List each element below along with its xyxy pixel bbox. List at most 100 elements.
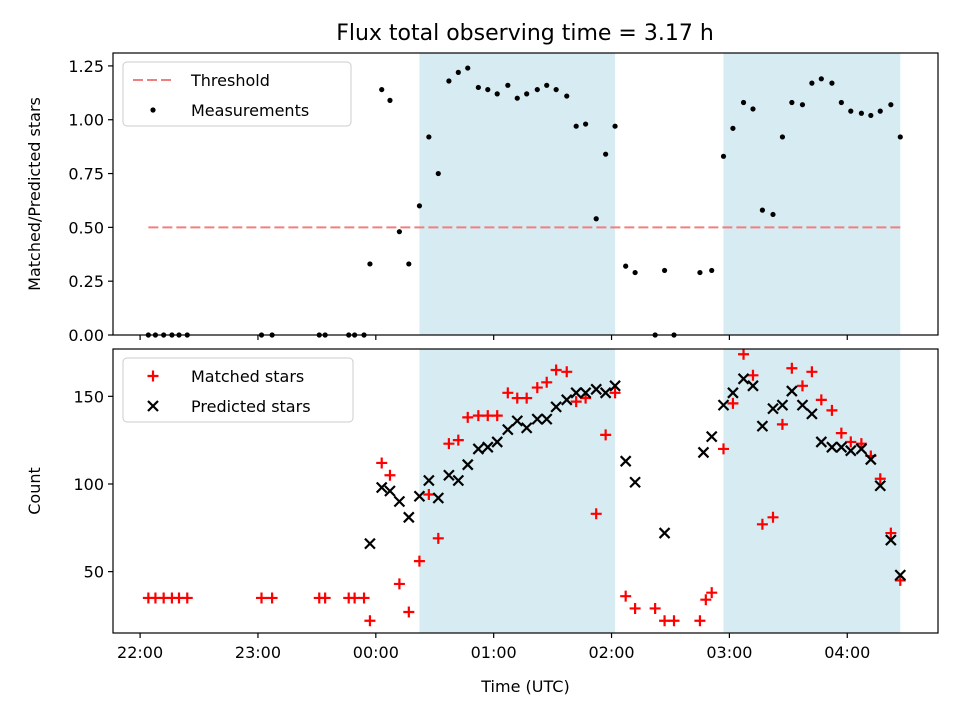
bottom-series-0-point-21: [443, 438, 455, 450]
bottom-series-0-point-12: [358, 592, 370, 604]
bottom-series-0-point-60: [845, 436, 857, 448]
bottom-series-1-point-13: [491, 436, 503, 448]
bottom-series-0-point-43: [668, 615, 680, 627]
top-axes-frame: [112, 52, 939, 336]
bottom-shaded-interval-1: [723, 349, 901, 633]
top-series-0-point-52: [779, 134, 786, 140]
top-shaded-interval-0: [419, 53, 616, 335]
bottom-series-0-point-37: [600, 429, 612, 441]
top-series-0-point-62: [877, 108, 883, 114]
bottom-legend-box: [122, 357, 354, 423]
top-series-0-point-45: [709, 267, 715, 274]
bottom-xtick-label-0: 22:00: [117, 643, 163, 662]
bottom-series-0-point-50: [747, 369, 759, 381]
bottom-series-1-point-46: [865, 453, 877, 466]
top-series-0-point-29: [524, 91, 530, 97]
bottom-series-1-point-24: [599, 387, 612, 399]
bottom-series-1-point-0: [364, 537, 376, 550]
top-series-0-point-17: [406, 261, 412, 267]
top-series-0-point-25: [485, 86, 491, 93]
top-series-0-point-33: [564, 93, 570, 99]
top-series-0-point-13: [367, 261, 373, 267]
top-series-0-point-60: [858, 110, 864, 116]
bottom-series-1-point-41: [815, 436, 828, 448]
top-series-0-point-30: [534, 86, 540, 93]
bottom-series-0-point-55: [796, 380, 808, 392]
bottom-series-0-point-45: [700, 594, 712, 606]
bottom-series-1-point-28: [658, 527, 671, 539]
top-series-0-point-56: [818, 76, 824, 82]
top-series-0-point-51: [770, 211, 776, 218]
bottom-series-1-point-5: [413, 490, 426, 503]
bottom-series-1-point-18: [540, 413, 553, 425]
bottom-series-0-point-48: [727, 397, 739, 409]
bottom-series-0-point-59: [835, 427, 847, 439]
bottom-series-0-point-34: [570, 396, 582, 408]
bottom-series-1-point-16: [520, 422, 533, 434]
top-series-0-point-40: [632, 269, 638, 276]
top-series-0-point-36: [593, 216, 599, 222]
bottom-series-0-point-54: [786, 362, 798, 374]
top-series-0-point-24: [475, 84, 481, 91]
top-series-0-point-35: [583, 121, 589, 127]
bottom-series-0-point-33: [561, 366, 573, 378]
bottom-series-1-point-43: [835, 441, 848, 453]
bottom-panel-counts: 50 100 150 22:00 23:00 00:00 01:00 02:00 03:00 04…: [25, 348, 939, 696]
top-series-0-point-64: [897, 134, 903, 140]
bottom-series-0-point-11: [349, 592, 361, 604]
bottom-ytick-label-0: 50: [84, 563, 104, 582]
bottom-series-1-point-14: [502, 423, 514, 436]
bottom-series-0-point-41: [649, 602, 661, 614]
bottom-series-0-point-26: [491, 410, 503, 422]
bottom-series-1-point-4: [403, 511, 415, 524]
bottom-series-0-point-31: [541, 376, 553, 388]
bottom-series-0-point-61: [855, 438, 867, 450]
bottom-series-0-point-51: [756, 518, 768, 530]
bottom-series-1-point-33: [737, 373, 750, 385]
bottom-series-0-point-20: [432, 532, 444, 544]
top-ytick-label-5: 1.25: [68, 57, 104, 76]
bottom-series-1-point-40: [806, 408, 818, 420]
bottom-series-0-point-6: [256, 592, 267, 604]
bottom-series-0-point-58: [826, 404, 838, 416]
bottom-series-0-point-25: [482, 410, 494, 422]
bottom-series-0-point-15: [384, 469, 396, 481]
bottom-series-1-point-22: [579, 387, 592, 399]
bottom-series-1-point-17: [531, 413, 544, 425]
bottom-series-0-point-16: [393, 578, 405, 590]
top-ytick-label-4: 1.00: [68, 111, 104, 130]
bottom-series-0-point-63: [874, 473, 886, 485]
bottom-series-1-point-47: [874, 479, 887, 492]
bottom-series-0-point-30: [531, 382, 543, 394]
bottom-legend: Matched stars Predicted stars: [122, 357, 354, 423]
top-series-0-point-14: [379, 86, 385, 93]
bottom-series-0-point-13: [364, 615, 376, 627]
top-series-0-point-38: [612, 123, 618, 129]
bottom-series-1-point-7: [432, 492, 445, 504]
bottom-series-1-point-12: [482, 441, 494, 453]
top-series-0-point-27: [505, 82, 511, 88]
top-series-0-point-47: [730, 125, 736, 131]
bottom-series-1-point-11: [472, 443, 485, 455]
bottom-series-0-point-23: [462, 411, 474, 423]
bottom-series-0-point-65: [894, 574, 906, 586]
top-series-0-point-39: [623, 263, 629, 269]
bottom-series-0-point-22: [452, 434, 464, 446]
top-series-0-point-26: [494, 91, 500, 97]
bottom-series-1-point-15: [511, 415, 524, 427]
bottom-series-1-point-23: [590, 383, 602, 396]
bottom-series-0-point-56: [806, 366, 818, 378]
bottom-series-0-point-18: [413, 555, 425, 567]
top-series-0-point-46: [720, 153, 727, 159]
top-legend-swatch-1: [150, 107, 156, 113]
bottom-xtick-label-1: 23:00: [235, 643, 281, 662]
top-series-0-point-19: [426, 134, 432, 140]
bottom-series-1-point-34: [747, 380, 759, 392]
bottom-series-1-point-19: [550, 401, 562, 413]
bottom-series-1-point-31: [717, 399, 730, 411]
bottom-series-1-point-42: [826, 441, 838, 453]
bottom-series-0-point-57: [815, 394, 827, 406]
top-series-0-point-20: [435, 170, 441, 177]
bottom-xtick-label-6: 04:00: [824, 643, 870, 662]
